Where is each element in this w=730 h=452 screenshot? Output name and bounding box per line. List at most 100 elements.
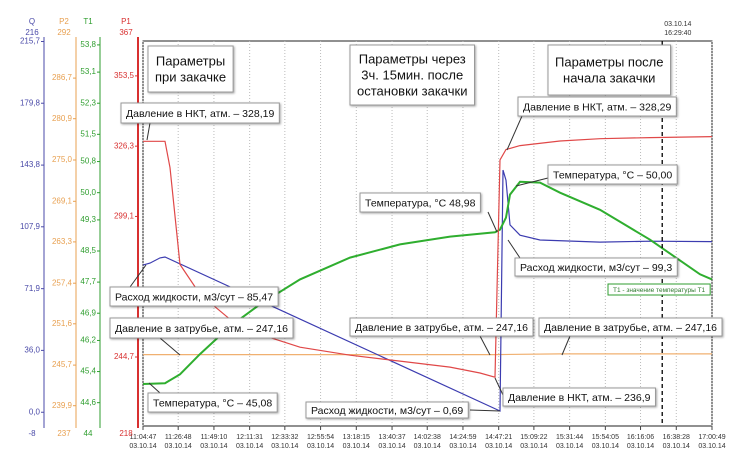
axis-top-label: 292 [57, 28, 71, 37]
y-tick-label: 47,7 [80, 277, 96, 286]
x-tick-label: 14:47:21 [485, 434, 512, 441]
annotation-text: Расход жидкости, м3/сут – 0,69 [311, 405, 463, 417]
axis-top-label: 216 [25, 28, 39, 37]
annotation: Температура, °С 48,98 [359, 192, 498, 233]
y-tick-label: 45,4 [80, 367, 96, 376]
y-tick-label: 245,7 [52, 360, 73, 369]
y-tick-label: 251,6 [52, 319, 73, 328]
annotation-box [109, 317, 294, 339]
annotation-text: Давление в затрубье, атм. – 247,16 [115, 323, 288, 335]
x-tick-date: 03.10.14 [378, 443, 405, 450]
axis-name: Q [29, 17, 35, 26]
annotation-text: при закачке [155, 69, 226, 84]
annotation-leader [469, 409, 501, 412]
x-tick-label: 12:11:31 [236, 434, 263, 441]
x-tick-label: 15:09:22 [520, 434, 547, 441]
annotation-leader [129, 264, 147, 288]
annotation-leader [561, 335, 571, 356]
annotation-text: Давление в затрубье, атм. – 247,16 [355, 322, 528, 334]
annotation-text: Расход жидкости, м3/сут – 99,3 [520, 262, 672, 274]
annotation: Расход жидкости, м3/сут – 0,69 [305, 401, 501, 419]
x-tick-date: 03.10.14 [663, 443, 690, 450]
x-tick-label: 13:18:15 [343, 434, 370, 441]
annotation-leader [487, 211, 498, 233]
annotation-box [517, 96, 677, 117]
y-tick-label: 53,1 [80, 67, 96, 76]
y-tick-label: 275,0 [52, 155, 73, 164]
x-tick-date: 03.10.14 [307, 443, 334, 450]
annotation-box [538, 317, 723, 337]
annotation-box [349, 317, 534, 337]
annotation: Давление в НКТ, атм. – 328,29 [506, 96, 677, 151]
x-tick-label: 15:54:05 [592, 434, 619, 441]
y-tick-label: 52,3 [80, 98, 96, 107]
axis-name: P2 [59, 17, 69, 26]
x-tick-label: 17:00:49 [698, 434, 725, 441]
axis-bottom-label: 44 [84, 429, 93, 438]
x-tick-label: 12:33:32 [271, 434, 298, 441]
x-tick-label: 14:02:38 [414, 434, 441, 441]
annotation: Расход жидкости, м3/сут – 99,3 [507, 239, 678, 277]
annotation-box [120, 102, 280, 124]
annotation-box [607, 283, 711, 296]
x-tick-label: 11:49:10 [201, 434, 228, 441]
annotation-text: Температура, °С – 50,00 [553, 169, 672, 181]
annotation-box [305, 401, 469, 419]
y-tick-label: 257,4 [52, 278, 73, 287]
x-tick-label: 13:40:37 [378, 434, 405, 441]
y-tick-label: 51,5 [80, 129, 96, 138]
x-tick-label: 14:24:59 [449, 434, 476, 441]
annotation-leader [146, 122, 151, 141]
y-tick-label: 299,1 [114, 212, 135, 221]
x-tick-date: 03.10.14 [592, 443, 619, 450]
axis-bottom-label: 218 [119, 429, 133, 438]
annotation-leader [494, 377, 504, 396]
y-tick-label: 143,8 [20, 160, 41, 169]
y-tick-label: 46,9 [80, 308, 96, 317]
y-tick-label: 46,2 [80, 336, 96, 345]
annotation-text: Давление в НКТ, атм. – 328,19 [126, 108, 274, 120]
y-tick-label: 353,5 [114, 71, 135, 80]
x-tick-date: 03.10.14 [698, 443, 725, 450]
annotation-leader [507, 239, 521, 259]
y-tick-label: 286,7 [52, 73, 73, 82]
annotation-leader [515, 177, 549, 187]
annotation-text: Параметры через [359, 51, 466, 66]
annotation-text: Параметры [156, 53, 225, 68]
x-tick-date: 03.10.14 [200, 443, 227, 450]
annotation-leader [159, 337, 181, 356]
annotation-leader [148, 382, 161, 394]
x-tick-date: 03.10.14 [414, 443, 441, 450]
axis-name: P1 [121, 17, 131, 26]
annotation-leader [479, 335, 491, 356]
y-tick-label: 50,0 [80, 188, 96, 197]
annotation-box [147, 392, 278, 413]
axis-bottom-label: -8 [28, 429, 36, 438]
y-tick-label: 179,8 [20, 98, 41, 107]
series-line [143, 353, 712, 356]
axis-bottom-label: 237 [57, 429, 71, 438]
series-line [142, 169, 713, 412]
annotation: Температура, °С – 50,00 [515, 164, 678, 187]
y-tick-label: 239,9 [52, 401, 73, 410]
x-tick-label: 11:26:48 [165, 434, 192, 441]
annotation-text: остановки закачки [357, 83, 467, 98]
cursor-date: 03.10.14 [664, 21, 691, 28]
annotation: Давление в НКТ, атм. – 328,19 [120, 102, 280, 141]
annotation-text: Расход жидкости, м3/сут – 85,47 [115, 291, 273, 303]
annotation-box [359, 192, 481, 213]
x-tick-date: 03.10.14 [165, 443, 192, 450]
y-tick-label: 44,6 [80, 398, 96, 407]
x-tick-date: 03.10.14 [485, 443, 512, 450]
annotation-text: Параметры после [555, 54, 664, 69]
x-tick-date: 03.10.14 [449, 443, 476, 450]
y-tick-label: 244,7 [114, 352, 135, 361]
annotation-text: Температура, °С – 45,08 [153, 397, 272, 409]
axis-name: T1 [83, 17, 93, 26]
x-tick-label: 16:16:06 [627, 434, 654, 441]
series-line [142, 180, 713, 385]
y-tick-label: 53,8 [80, 40, 96, 49]
